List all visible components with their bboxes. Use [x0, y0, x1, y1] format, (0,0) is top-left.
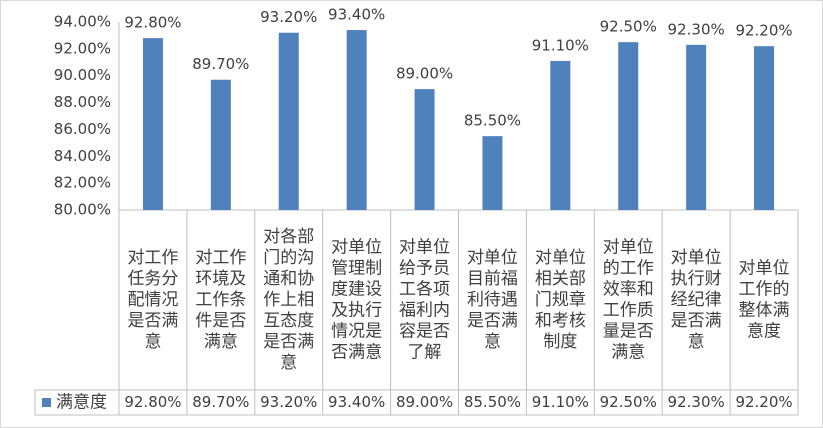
table-value: 89.70%	[192, 393, 249, 411]
x-tick-label: 对单位的工作效率和工作质量是否满意	[603, 238, 654, 363]
data-label: 92.50%	[600, 18, 657, 36]
y-tick-label: 88.00%	[54, 93, 111, 111]
x-tick-label: 对各部门的沟通和协作上相互态度是否满意	[263, 227, 314, 373]
bar	[754, 46, 775, 210]
y-tick-label: 82.00%	[54, 174, 111, 192]
data-label: 93.20%	[260, 8, 317, 26]
y-tick-label: 92.00%	[54, 39, 111, 57]
data-label: 91.10%	[532, 36, 589, 54]
table-value: 93.40%	[328, 393, 385, 411]
y-tick-label: 90.00%	[54, 66, 111, 84]
data-label: 89.00%	[396, 65, 453, 83]
y-tick-label: 94.00%	[54, 13, 111, 31]
x-tick-label: 对工作任务分配情况是否满意	[127, 248, 178, 352]
y-tick-label: 84.00%	[54, 147, 111, 165]
bar	[618, 42, 639, 211]
data-label: 93.40%	[328, 6, 385, 24]
bar	[210, 79, 231, 210]
bar	[414, 89, 435, 210]
y-tick-label: 86.00%	[54, 120, 111, 138]
bar	[278, 32, 299, 210]
table-value: 91.10%	[532, 393, 589, 411]
bar	[346, 30, 367, 210]
data-label: 89.70%	[192, 55, 249, 73]
bar	[550, 60, 571, 210]
bar	[142, 38, 163, 210]
data-label: 85.50%	[464, 112, 521, 130]
x-tick-label: 对单位给予员工各项福利内容是否了解	[399, 238, 450, 363]
bar	[686, 44, 707, 211]
table-value: 92.80%	[124, 393, 181, 411]
data-label: 92.80%	[124, 14, 181, 32]
y-tick-label: 80.00%	[54, 201, 111, 219]
x-tick-label: 对单位工作的整体满意度	[739, 259, 790, 342]
table-value: 85.50%	[464, 393, 521, 411]
x-tick-label: 对工作环境及工作条件是否满意	[195, 248, 246, 352]
x-tick-label: 对单位执行财经纪律是否满意	[671, 248, 722, 352]
table-value: 89.00%	[396, 393, 453, 411]
x-tick-label: 对单位相关部门规章和考核制度	[535, 248, 586, 352]
table-value: 92.20%	[735, 393, 792, 411]
bar	[482, 136, 503, 210]
data-label: 92.30%	[668, 20, 725, 38]
table-value: 92.50%	[600, 393, 657, 411]
x-tick-label: 对单位目前福利待遇是否满意	[467, 248, 518, 352]
legend-swatch	[42, 398, 51, 407]
data-label: 92.20%	[735, 22, 792, 40]
legend-label: 满意度	[56, 393, 107, 413]
table-value: 92.30%	[668, 393, 725, 411]
table-value: 93.20%	[260, 393, 317, 411]
x-tick-label: 对单位管理制度建设及执行情况是否满意	[331, 238, 382, 363]
